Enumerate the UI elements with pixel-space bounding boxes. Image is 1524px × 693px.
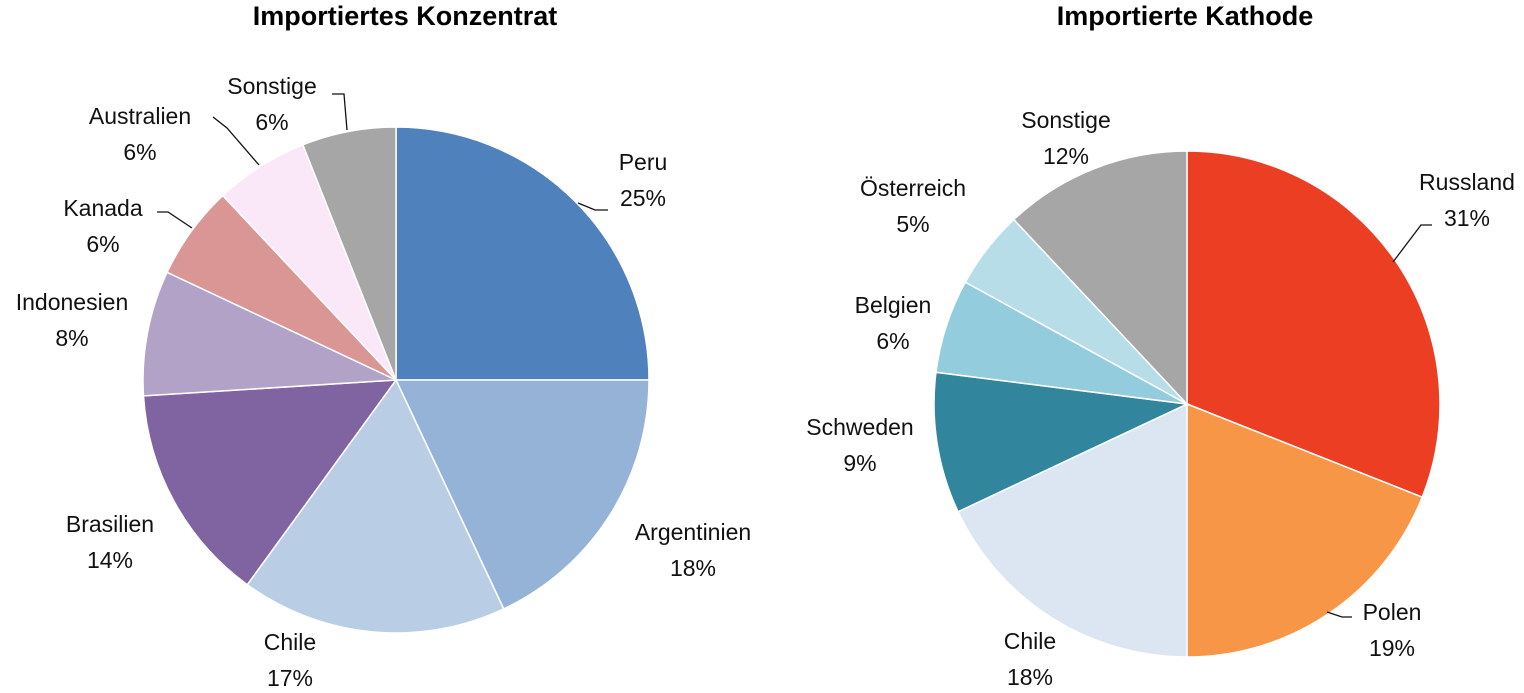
- data-label: Sonstige 12%: [1021, 107, 1111, 169]
- pie-slice-argentinien: [394, 379, 650, 610]
- data-label: Schweden 9%: [806, 414, 913, 476]
- chart-title: Importiertes Konzentrat: [253, 1, 558, 31]
- data-label-category: Belgien: [855, 292, 932, 318]
- pie-slice-indonesien: [142, 271, 397, 397]
- label-leader-line: [1326, 611, 1352, 618]
- data-label-value: 5%: [896, 211, 929, 237]
- pie-slice-chile: [957, 402, 1188, 658]
- data-label: Chile 18%: [1004, 628, 1056, 690]
- data-label-value: 9%: [843, 450, 876, 476]
- data-label: Australien 6%: [89, 103, 191, 165]
- data-label: Brasilien 14%: [66, 511, 154, 573]
- data-label: Österreich 5%: [860, 175, 966, 237]
- data-label: Belgien 6%: [855, 292, 932, 354]
- data-label-value: 8%: [55, 325, 88, 351]
- pie-labels: Peru 25% Argentinien 18% Chile 17% Brasilien 14…: [16, 73, 751, 691]
- chart-title: Importierte Kathode: [1057, 1, 1314, 31]
- data-label-value: 17%: [267, 665, 313, 691]
- data-label-category: Sonstige: [227, 73, 317, 99]
- data-label-category: Indonesien: [16, 289, 129, 315]
- data-label: Russland 31%: [1419, 169, 1515, 231]
- data-label-value: 6%: [123, 139, 156, 165]
- data-label-category: Schweden: [806, 414, 913, 440]
- data-label-category: Kanada: [63, 195, 143, 221]
- data-label: Chile 17%: [264, 629, 316, 691]
- data-label: Argentinien 18%: [635, 519, 751, 581]
- pie-slices: [142, 126, 650, 634]
- data-label: Sonstige 6%: [227, 73, 317, 135]
- pie-slice-brasilien: [142, 379, 398, 586]
- data-label-value: 31%: [1444, 205, 1490, 231]
- data-label-value: 19%: [1369, 635, 1415, 661]
- data-label: Polen 19%: [1363, 599, 1422, 661]
- data-label: Kanada 6%: [63, 195, 143, 257]
- data-label-category: Chile: [264, 629, 316, 655]
- data-label-value: 18%: [1007, 664, 1053, 690]
- data-label: Indonesien 8%: [16, 289, 129, 351]
- pie-slice-chile: [246, 378, 505, 634]
- label-leader-line: [157, 211, 193, 229]
- data-label-category: Sonstige: [1021, 107, 1111, 133]
- pie-slice-sonstige: [301, 126, 397, 381]
- data-label-category: Brasilien: [66, 511, 154, 537]
- data-label-value: 6%: [876, 328, 909, 354]
- data-label: Peru 25%: [619, 149, 668, 211]
- data-label-value: 6%: [86, 231, 119, 257]
- label-leader-line: [577, 202, 608, 211]
- pie-slice-peru: [395, 126, 650, 381]
- data-label-value: 6%: [255, 109, 288, 135]
- pie-labels: Russland 31% Polen 19% Chile 18% Schweden 9% Bel…: [806, 107, 1515, 690]
- label-leader-line: [332, 93, 348, 131]
- label-leader-line: [1392, 224, 1432, 263]
- pie-chart-konzentrat: Importiertes Konzentrat Peru 25% Argentini…: [16, 1, 751, 691]
- pie-slice-sonstige: [1012, 150, 1188, 406]
- data-label-category: Argentinien: [635, 519, 751, 545]
- pie-slices: [933, 150, 1441, 658]
- data-label-category: Chile: [1004, 628, 1056, 654]
- data-label-value: 12%: [1043, 143, 1089, 169]
- pie-slice-russland: [1186, 150, 1441, 499]
- data-label-value: 18%: [670, 555, 716, 581]
- data-label-category: Russland: [1419, 169, 1515, 195]
- data-label-category: Polen: [1363, 599, 1422, 625]
- pie-slice-schweden: [933, 371, 1190, 513]
- data-label-category: Österreich: [860, 175, 966, 201]
- data-label-value: 14%: [87, 547, 133, 573]
- data-label-category: Peru: [619, 149, 668, 175]
- data-label-category: Australien: [89, 103, 191, 129]
- data-label-value: 25%: [620, 185, 666, 211]
- label-leader-line: [212, 116, 260, 166]
- pie-chart-kathode: Importierte Kathode Russland 31% Polen 19% C…: [806, 1, 1515, 690]
